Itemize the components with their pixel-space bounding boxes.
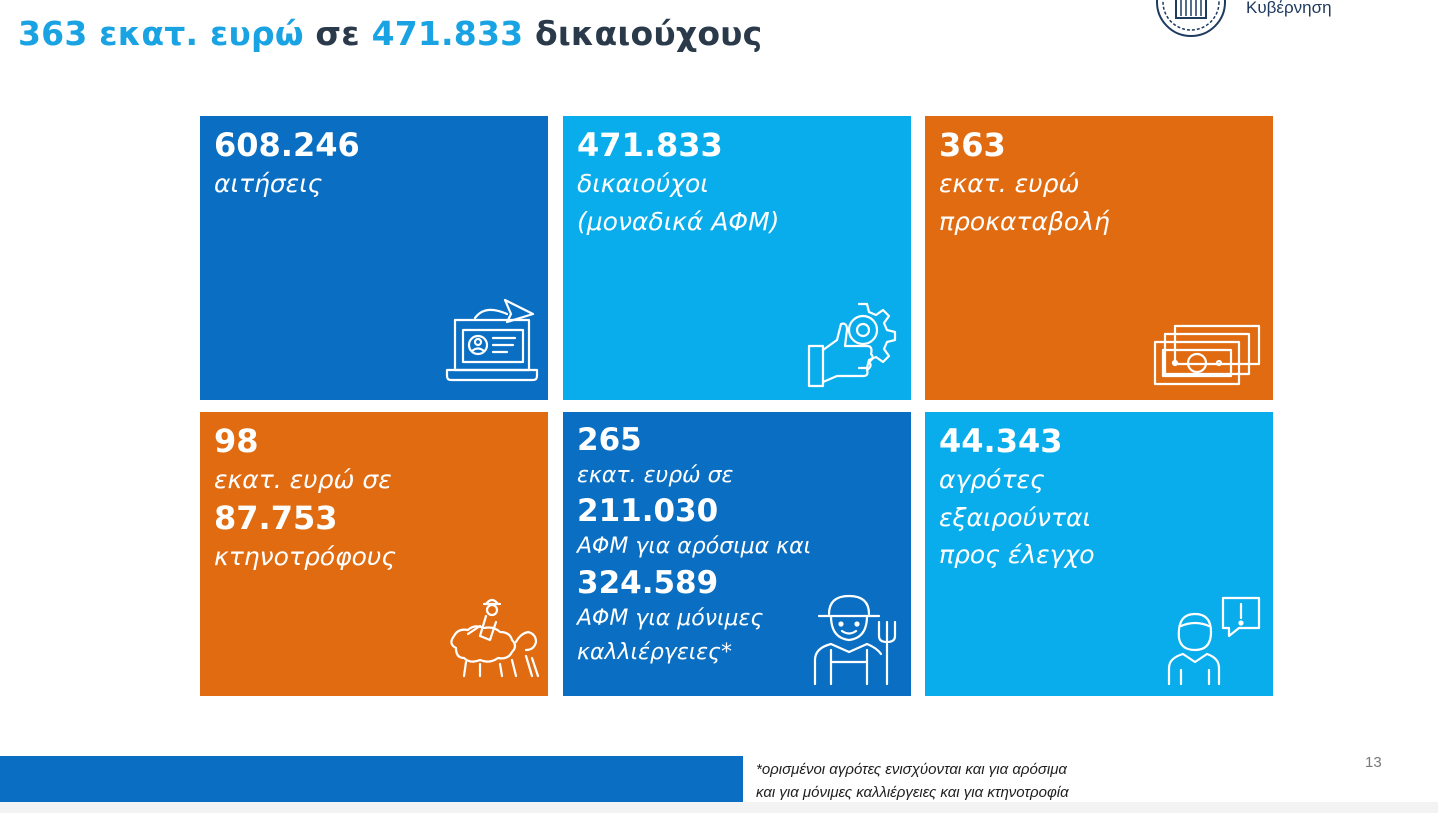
tile-text: εκατ. ευρώ σε: [214, 465, 392, 495]
title-beneficiaries-count: 471.833: [371, 14, 524, 53]
tile-number: 98: [214, 422, 259, 460]
title-beneficiaries-word: δικαιούχους: [523, 14, 763, 53]
tile-beneficiaries: 471.833 δικαιούχοι (μοναδικά ΑΦΜ): [563, 116, 911, 400]
tile-text: αιτήσεις: [214, 169, 323, 199]
laptop-application-icon: [445, 298, 539, 382]
shepherd-sheep-icon: [450, 598, 540, 678]
page-number: 13: [1365, 754, 1382, 771]
tile-crops: 265 εκατ. ευρώ σε 211.030 ΑΦΜ για αρόσιμ…: [563, 412, 911, 696]
tile-livestock: 98 εκατ. ευρώ σε 87.753 κτηνοτρόφους: [200, 412, 548, 696]
tile-number: 363: [939, 126, 1006, 164]
tile-audit-excluded: 44.343 αγρότες εξαιρούνται προς έλεγχο: [925, 412, 1273, 696]
page-title: 363 εκατ. ευρώ σε 471.833 δικαιούχους: [18, 14, 762, 53]
tile-text: εκατ. ευρώ: [939, 169, 1080, 199]
farmer-pitchfork-icon: [813, 594, 897, 686]
title-connector: σε: [303, 14, 372, 53]
tile-text: ΑΦΜ για μόνιμες: [577, 605, 764, 631]
footnote-line: και για μόνιμες καλλιέργειες και για κτη…: [756, 784, 1069, 802]
tile-text: καλλιέργειες*: [577, 639, 732, 665]
tile-applications: 608.246 αιτήσεις: [200, 116, 548, 400]
footer-bar: [0, 756, 743, 802]
tile-text: προκαταβολή: [939, 206, 1110, 236]
tile-number: 44.343: [939, 422, 1063, 460]
thumbs-up-gear-icon: [807, 302, 897, 388]
tile-text: εξαιρούνται: [939, 502, 1091, 532]
tile-text: κτηνοτρόφους: [214, 541, 397, 571]
banknotes-icon: [1153, 324, 1261, 386]
tile-number-secondary: 211.030: [577, 493, 719, 530]
tile-text: (μοναδικά ΑΦΜ): [577, 206, 780, 236]
person-alert-icon: [1167, 596, 1261, 686]
tile-number-secondary: 87.753: [214, 498, 338, 537]
government-emblem-icon: [1156, 0, 1226, 37]
tile-text: προς έλεγχο: [939, 540, 1095, 570]
government-label: Κυβέρνηση: [1246, 0, 1332, 17]
tile-number: 471.833: [577, 126, 723, 164]
tile-advance-payment: 363 εκατ. ευρώ προκαταβολή: [925, 116, 1273, 400]
bottom-strip: [0, 802, 1438, 813]
tile-text: δικαιούχοι: [577, 169, 709, 199]
tile-text: ΑΦΜ για αρόσιμα και: [577, 534, 812, 560]
footnote: *ορισμένοι αγρότες ενισχύονται και για α…: [756, 758, 1069, 805]
tile-text: εκατ. ευρώ σε: [577, 463, 734, 489]
tile-text: αγρότες: [939, 465, 1045, 495]
footnote-line: *ορισμένοι αγρότες ενισχύονται και για α…: [756, 761, 1067, 778]
tile-number: 265: [577, 422, 642, 458]
tile-number: 608.246: [214, 126, 360, 164]
tile-number-tertiary: 324.589: [577, 564, 719, 601]
title-amount: 363 εκατ. ευρώ: [18, 14, 304, 53]
